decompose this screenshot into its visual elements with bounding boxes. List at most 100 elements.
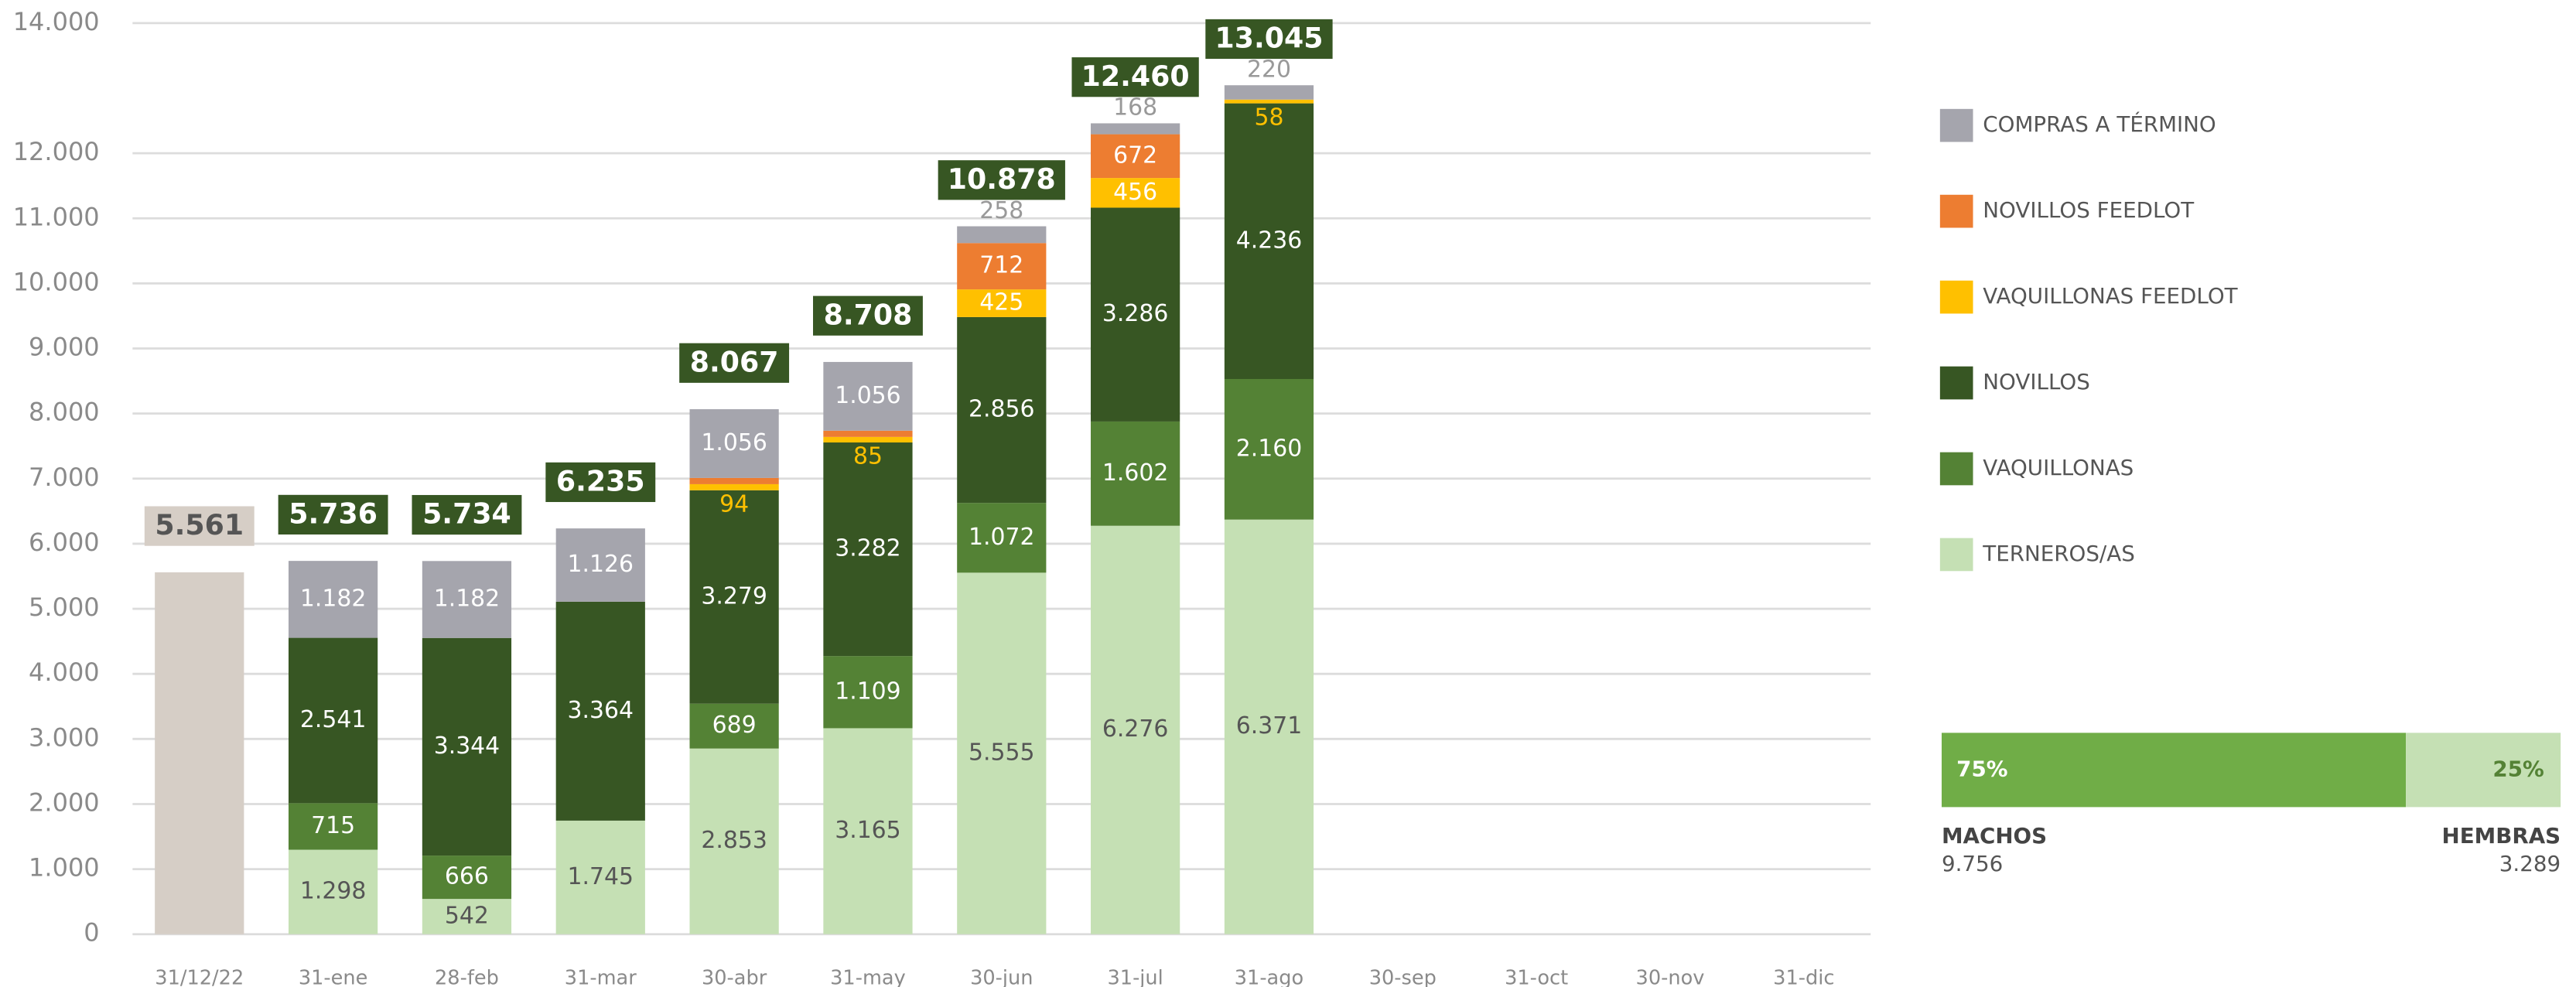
split-count: 3.289 xyxy=(2499,851,2561,876)
data-label: 689 xyxy=(712,712,757,739)
legend-swatch xyxy=(1939,280,1973,314)
y-tick-label: 7.000 xyxy=(29,463,100,492)
x-tick-label: 30-sep xyxy=(1369,966,1437,987)
data-label: 1.056 xyxy=(835,382,900,409)
bar-segment xyxy=(555,820,645,934)
bar-segment xyxy=(1091,525,1180,934)
bar-segment xyxy=(422,637,512,856)
total-label-box xyxy=(679,343,790,383)
total-label: 10.878 xyxy=(948,162,1056,196)
data-label: 425 xyxy=(979,289,1023,316)
y-tick-label: 4.000 xyxy=(29,657,100,687)
data-label: 456 xyxy=(1113,179,1157,206)
data-label: 3.279 xyxy=(701,582,767,610)
legend-label: VAQUILLONAS xyxy=(1983,455,2134,480)
legend-label: TERNEROS/AS xyxy=(1982,541,2135,566)
bar-segment xyxy=(689,490,779,704)
legend-swatch xyxy=(1939,366,1973,400)
data-label: 2.541 xyxy=(300,706,366,733)
data-label: 3.344 xyxy=(434,733,500,760)
total-label-box xyxy=(545,462,656,503)
y-tick-label: 10.000 xyxy=(13,267,100,296)
x-tick-label: 31-ene xyxy=(299,966,368,987)
data-label: 5.555 xyxy=(969,739,1034,767)
bar-segment xyxy=(1091,207,1180,422)
bar-segment xyxy=(1091,134,1180,179)
data-label: 2.160 xyxy=(1236,435,1302,462)
total-label-box xyxy=(813,295,923,336)
x-tick-label: 31-ago xyxy=(1235,966,1303,987)
data-label: 542 xyxy=(445,902,489,929)
data-label: 4.236 xyxy=(1236,227,1302,254)
bar-segment xyxy=(1224,85,1314,100)
bar-segment xyxy=(823,442,913,657)
legend-swatch xyxy=(1939,194,1973,228)
bar-segment xyxy=(288,637,378,804)
data-label: 715 xyxy=(311,812,355,839)
total-label-box xyxy=(278,494,388,534)
data-label: 1.182 xyxy=(300,585,366,612)
bar-segment xyxy=(957,243,1047,290)
data-label: 168 xyxy=(1113,94,1157,121)
bar-segment xyxy=(689,483,779,490)
total-label: 6.235 xyxy=(556,464,645,497)
data-label: 94 xyxy=(719,491,749,518)
data-label: 1.056 xyxy=(701,429,767,456)
bar-segment xyxy=(957,572,1047,934)
bar-segment xyxy=(957,503,1047,573)
bar-segment xyxy=(288,849,378,934)
bar-segment xyxy=(957,316,1047,504)
data-label: 3.286 xyxy=(1102,300,1168,327)
total-label: 8.067 xyxy=(690,345,779,378)
y-tick-label: 9.000 xyxy=(29,333,100,362)
total-bar xyxy=(155,572,244,934)
bar-segment xyxy=(689,748,779,934)
bar-segment xyxy=(823,728,913,934)
x-tick-label: 31-jul xyxy=(1108,966,1163,987)
data-label: 3.364 xyxy=(568,697,634,724)
total-label-box xyxy=(1071,57,1199,97)
data-label: 220 xyxy=(1247,56,1291,84)
x-tick-label: 30-nov xyxy=(1636,966,1705,987)
data-label: 3.282 xyxy=(835,535,900,562)
x-tick-label: 30-jun xyxy=(970,966,1033,987)
bar-segment xyxy=(1224,519,1314,934)
data-label: 1.602 xyxy=(1102,459,1168,487)
legend-swatch xyxy=(1939,452,1973,486)
x-tick-label: 31-oct xyxy=(1505,966,1568,987)
legend-swatch xyxy=(1939,108,1973,142)
data-label: 1.126 xyxy=(568,551,634,578)
x-tick-label: 30-abr xyxy=(702,966,767,987)
data-label: 1.182 xyxy=(434,586,500,613)
data-label: 3.165 xyxy=(835,817,900,844)
total-label: 8.708 xyxy=(824,298,913,331)
data-label: 712 xyxy=(979,252,1023,279)
y-tick-label: 11.000 xyxy=(13,202,100,231)
x-tick-label: 31/12/22 xyxy=(155,966,244,987)
x-tick-label: 28-feb xyxy=(435,966,499,987)
total-label-box xyxy=(144,506,255,546)
legend-label: NOVILLOS FEEDLOT xyxy=(1983,197,2195,223)
legend-label: COMPRAS A TÉRMINO xyxy=(1983,111,2216,137)
split-percent: 75% xyxy=(1956,756,2007,781)
data-label: 85 xyxy=(853,443,883,470)
split-name: HEMBRAS xyxy=(2442,823,2561,849)
data-label: 258 xyxy=(979,197,1023,224)
total-label: 12.460 xyxy=(1081,60,1190,93)
y-tick-label: 12.000 xyxy=(13,137,100,166)
split-segment xyxy=(1941,733,2407,808)
data-label: 2.856 xyxy=(969,396,1034,423)
bar-segment xyxy=(288,561,378,638)
data-label: 58 xyxy=(1254,104,1283,131)
bar-segment xyxy=(823,656,913,729)
y-tick-label: 8.000 xyxy=(29,398,100,427)
bar-segment xyxy=(689,409,779,478)
total-label: 5.736 xyxy=(289,497,378,530)
data-label: 6.371 xyxy=(1236,712,1302,739)
data-label: 672 xyxy=(1113,142,1157,169)
bar-segment xyxy=(555,528,645,602)
y-tick-label: 14.000 xyxy=(13,7,100,36)
data-label: 666 xyxy=(445,863,489,890)
legend-label: VAQUILLONAS FEEDLOT xyxy=(1983,283,2238,309)
